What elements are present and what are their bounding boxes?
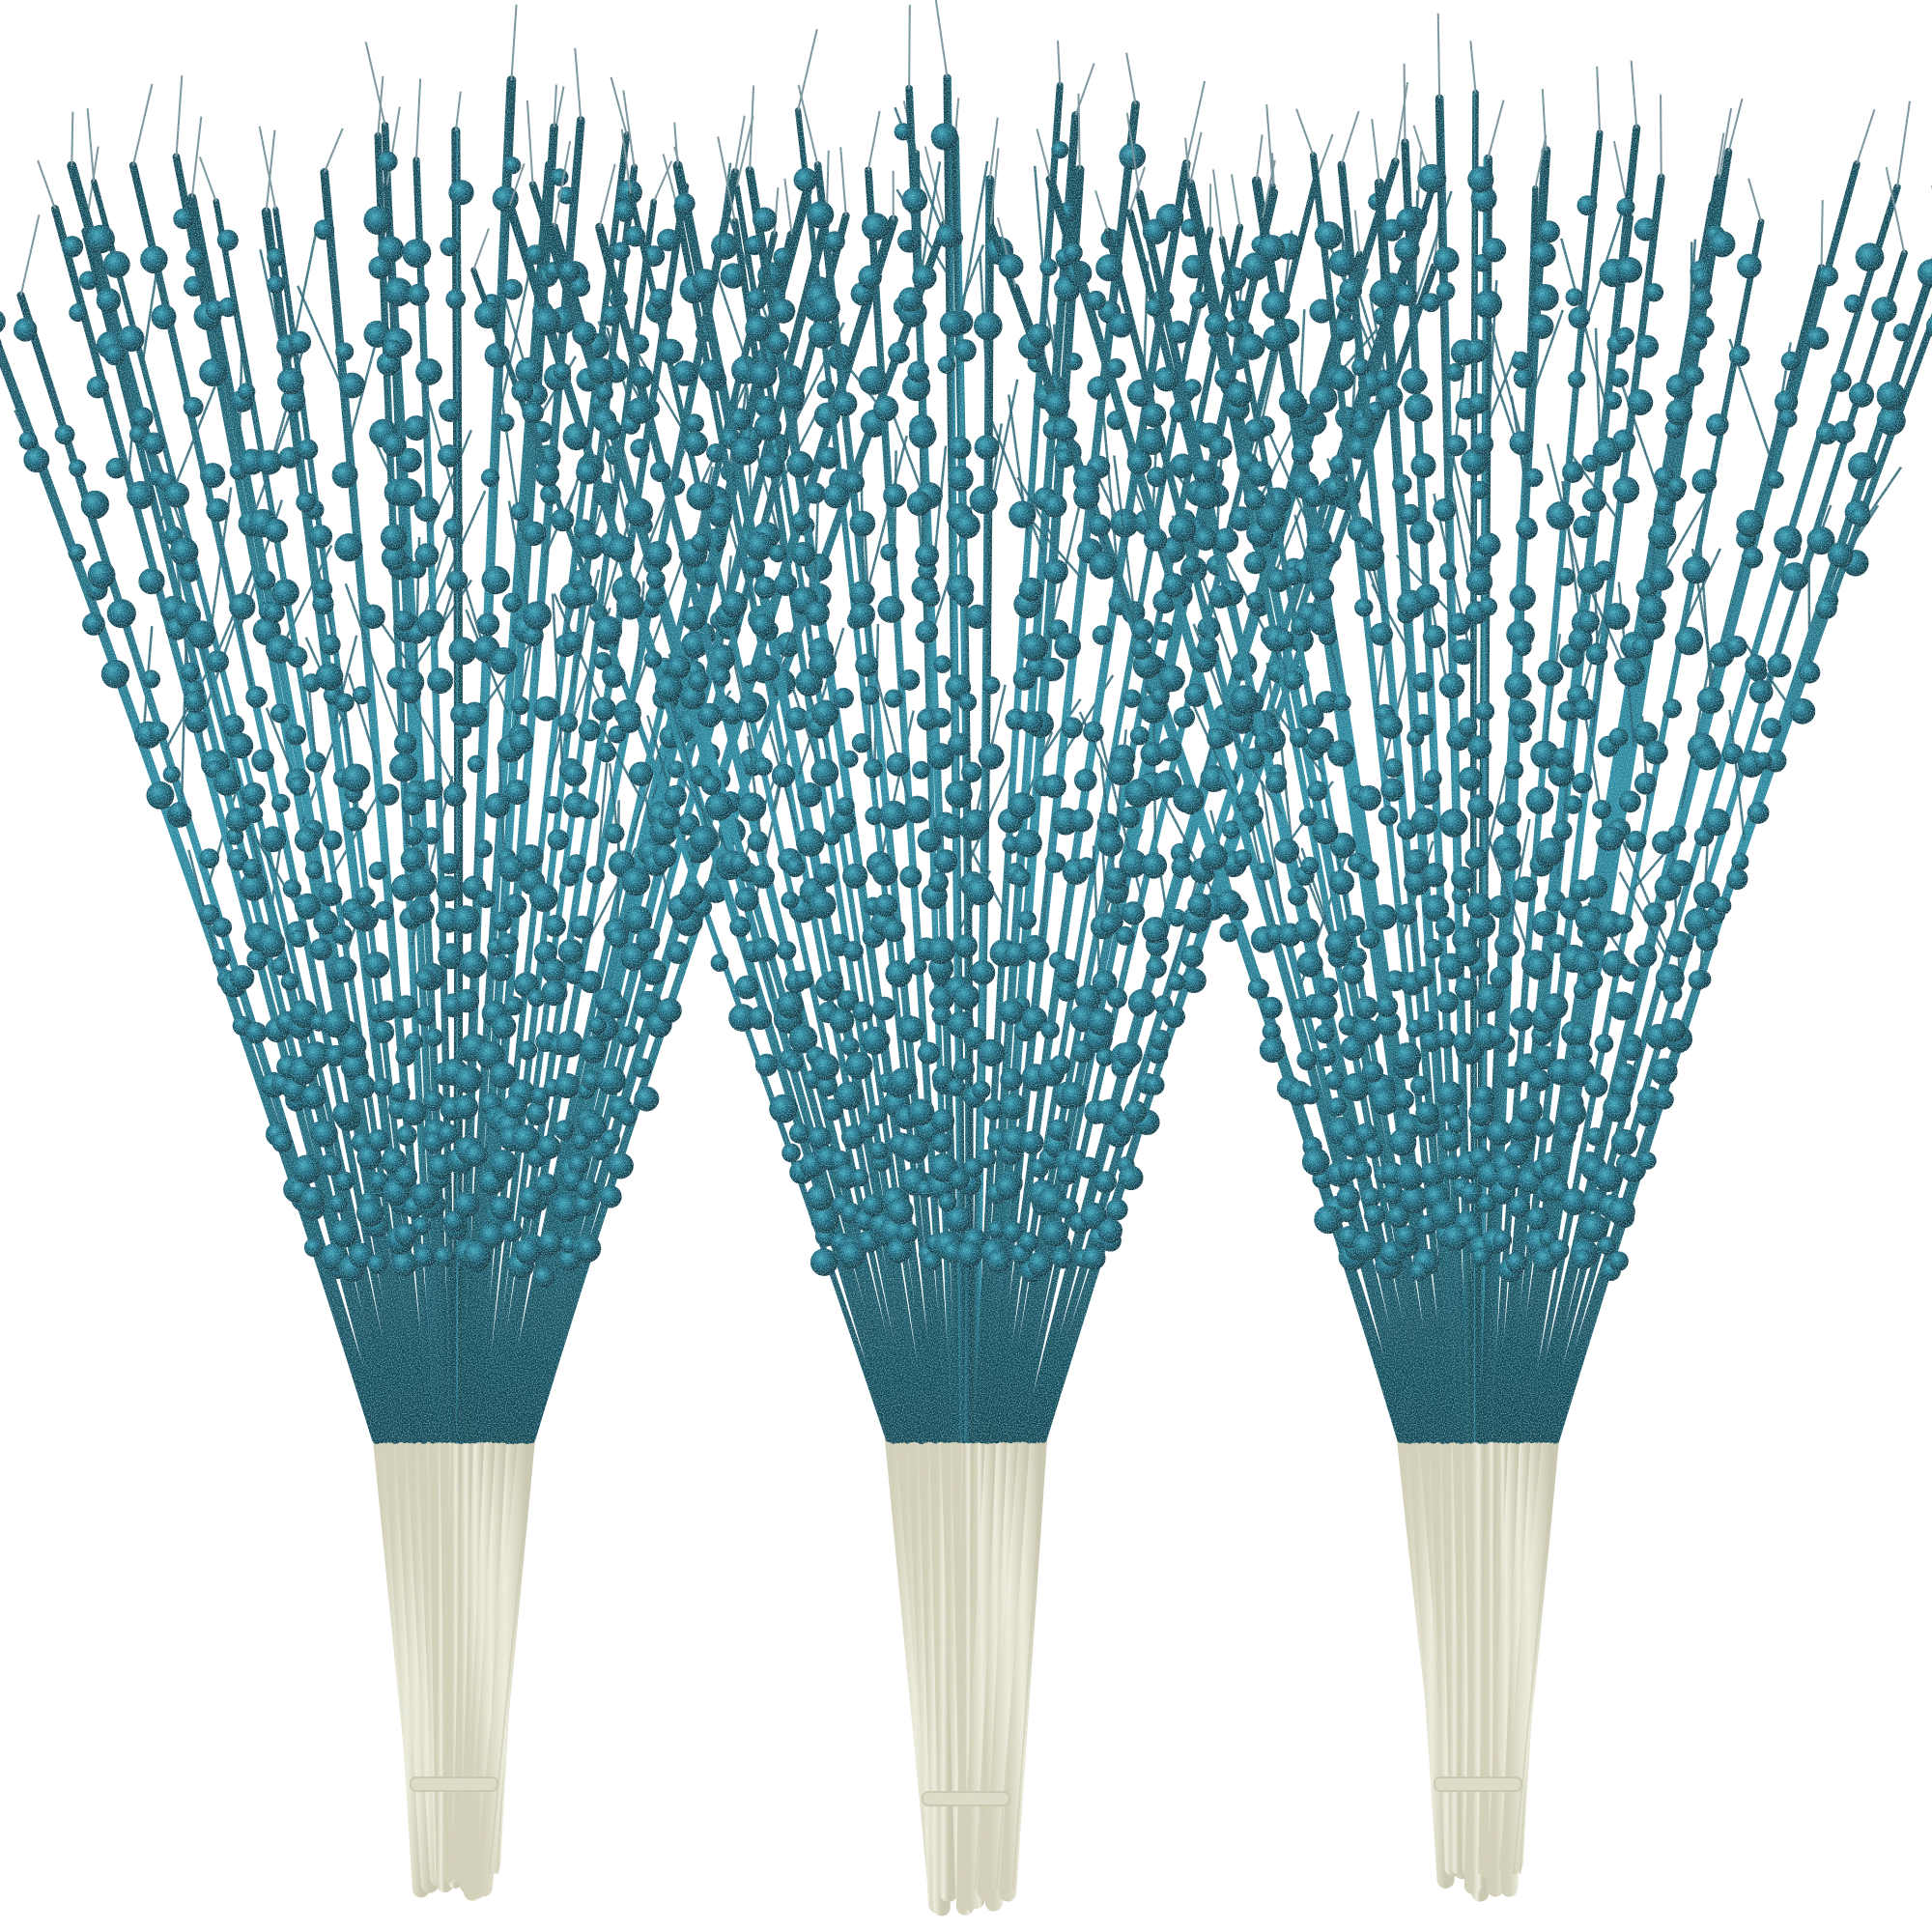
tie-band — [922, 1791, 1010, 1806]
glitter-berries — [998, 163, 1932, 1283]
wrapped-stems — [1397, 1431, 1559, 1902]
wrapped-stems — [885, 1431, 1047, 1917]
tie-band — [1434, 1776, 1522, 1792]
bundle-3 — [986, 13, 1932, 1902]
glitter-berries — [0, 151, 917, 1288]
tie-band — [410, 1776, 498, 1792]
glitter-berries — [474, 123, 1441, 1283]
wrapped-stems — [373, 1431, 535, 1901]
